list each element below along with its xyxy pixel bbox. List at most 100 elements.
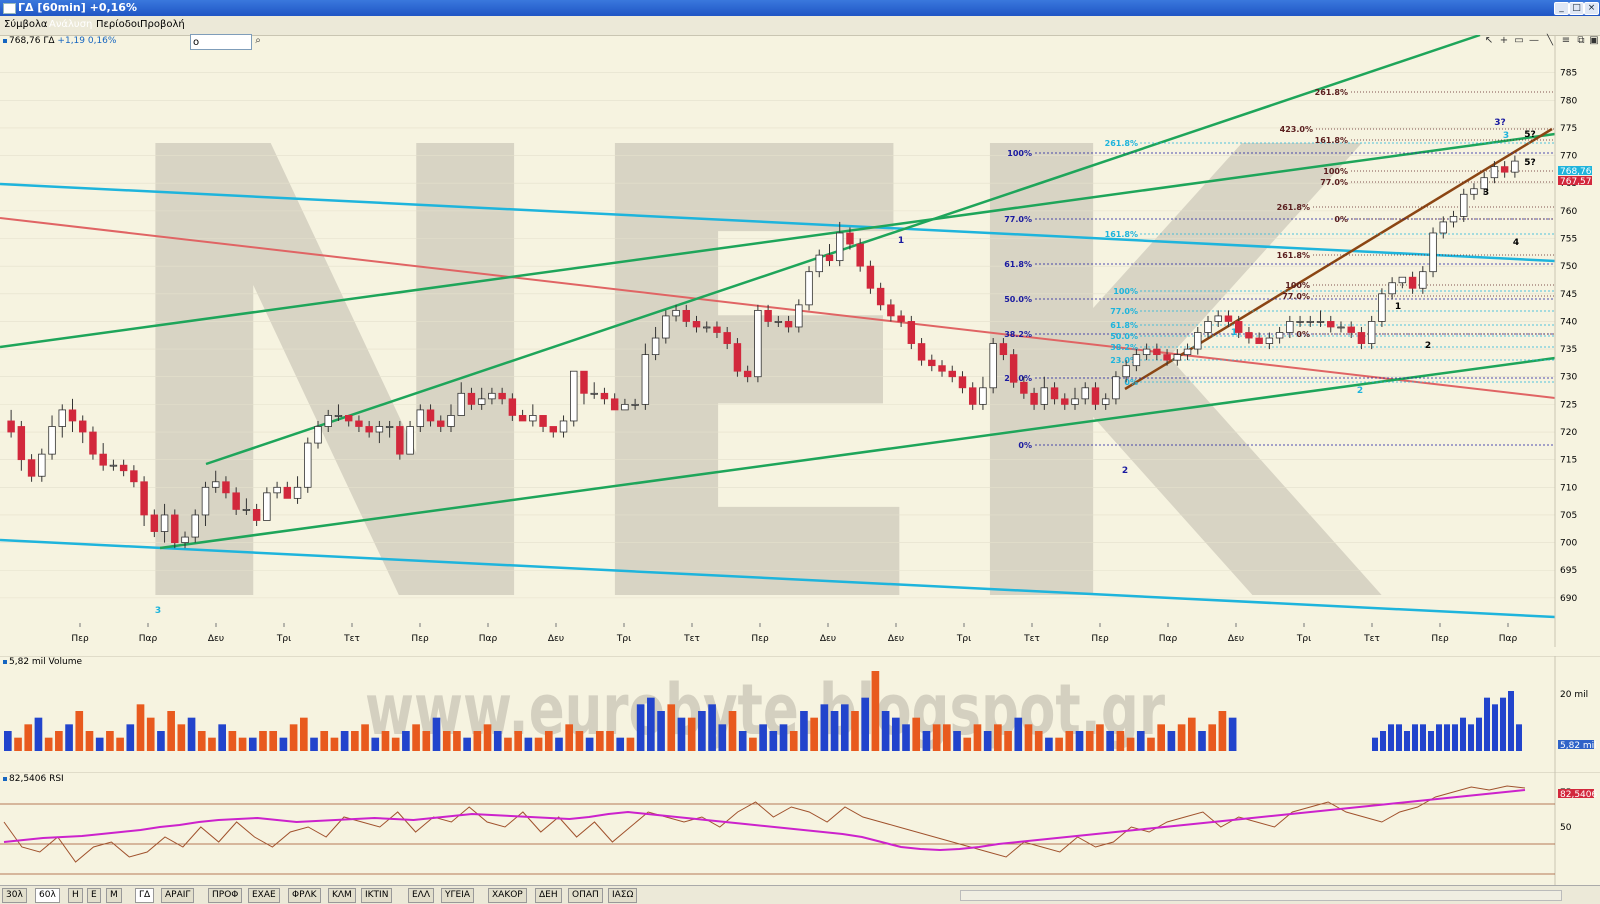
candle-body: [692, 321, 701, 328]
candle-body: [160, 514, 169, 532]
y-tick-label: 740: [1560, 317, 1577, 327]
menu-view[interactable]: Προβολή: [140, 19, 185, 30]
menu-analysis[interactable]: Ανάλυση: [49, 19, 93, 30]
candle-body: [1255, 337, 1263, 344]
x-tick-label: Περ: [411, 634, 429, 644]
candle-body: [150, 514, 159, 532]
y-tick-label: 785: [1560, 69, 1577, 79]
candle-body: [1419, 271, 1427, 289]
tab-symbol-11[interactable]: ΙΚΤΙΝ: [361, 888, 393, 903]
tab-period-2[interactable]: Η: [68, 888, 83, 903]
crosshair-icon[interactable]: +: [1499, 35, 1509, 46]
volume-bar: [126, 724, 135, 751]
menu-symbols[interactable]: Σύμβολα: [4, 19, 48, 30]
volume-bar: [1034, 731, 1043, 751]
rsi-panel-label: 82,5406 RSI: [3, 774, 64, 784]
volume-bar: [259, 731, 267, 751]
volume-bar: [1096, 724, 1104, 751]
candle-body: [1183, 348, 1192, 356]
candle-body: [109, 464, 118, 467]
candle-body: [1357, 332, 1366, 344]
tab-period-3[interactable]: Ε: [87, 888, 101, 903]
maximize-icon[interactable]: □: [1569, 2, 1584, 15]
volume-bar: [983, 731, 992, 751]
volume-bar: [1075, 731, 1084, 751]
candle-body: [1316, 321, 1325, 323]
tab-symbol-15[interactable]: ΔΕΗ: [535, 888, 562, 903]
copy-icon[interactable]: ⧉: [1577, 35, 1585, 46]
pointer-icon[interactable]: ↖: [1484, 35, 1494, 46]
candle-body: [498, 392, 506, 400]
volume-bar: [1460, 717, 1466, 751]
candle-body: [1132, 354, 1141, 367]
volume-bar: [1126, 737, 1135, 751]
x-tick-label: Τετ: [343, 634, 360, 644]
tab-symbol-7[interactable]: ΠΡΟΦ: [208, 888, 243, 903]
tab-symbol-13[interactable]: ΥΓΕΙΑ: [441, 888, 475, 903]
tab-symbol-12[interactable]: ΕΛΛ: [408, 888, 434, 903]
tab-period-4[interactable]: Μ: [106, 888, 122, 903]
menu-periods[interactable]: Περίοδοι: [96, 19, 141, 30]
tab-symbol-17[interactable]: ΙΑΣΩ: [608, 888, 638, 903]
volume-panel-label: 5,82 mil Volume: [3, 657, 82, 667]
minimize-icon[interactable]: _: [1554, 2, 1569, 15]
tab-period-1[interactable]: 60λ: [35, 888, 60, 903]
candle-body: [928, 359, 936, 367]
symbol-input[interactable]: [190, 34, 252, 50]
save-icon[interactable]: ▣: [1589, 35, 1599, 46]
candle-body: [1009, 354, 1018, 383]
window-title: ΓΔ [60min] +0,16%: [18, 1, 137, 14]
rsi-chart[interactable]: 75 50 82,5406: [0, 772, 1600, 885]
candle-body: [743, 370, 752, 378]
candle-body: [805, 271, 813, 306]
volume-bar: [1428, 731, 1434, 751]
volume-bar: [891, 717, 900, 751]
price-label-symbol: ΓΔ: [43, 36, 55, 46]
wave-label: 3?: [1494, 118, 1505, 128]
candle-body: [600, 392, 609, 400]
tab-symbol-9[interactable]: ΦΡΛΚ: [288, 888, 321, 903]
rectangle-icon[interactable]: ▭: [1514, 35, 1524, 46]
volume-bar: [1136, 731, 1145, 751]
volume-chart[interactable]: www.eurobyte.blogspot.gr 20 mil 5,82 mil: [0, 656, 1600, 772]
fib-label: 100%: [1007, 149, 1032, 158]
candle-body: [764, 309, 772, 322]
rsi-last-box: [1558, 789, 1594, 798]
volume-bar: [361, 724, 369, 751]
tab-symbol-16[interactable]: ΟΠΑΠ: [568, 888, 603, 903]
close-icon[interactable]: ×: [1584, 2, 1599, 15]
candle-body: [1081, 387, 1089, 400]
tab-symbol-6[interactable]: ΑΡΑΙΓ: [161, 888, 195, 903]
price-label-change: +1,19 0,16%: [57, 36, 117, 46]
wave-label: 3: [1503, 131, 1509, 141]
y-tick-label: 775: [1560, 124, 1577, 134]
candle-body: [48, 426, 56, 455]
horizontal-scrollbar[interactable]: [960, 890, 1562, 901]
volume-bar: [34, 717, 43, 751]
line-tool-icon[interactable]: —: [1529, 35, 1539, 46]
wave-label: 5?: [1524, 130, 1535, 140]
x-tick-label: Παρ: [1499, 634, 1518, 644]
fib-tool-icon[interactable]: ≡: [1561, 35, 1571, 46]
candle-body: [263, 492, 271, 521]
wave-label: 2: [1357, 386, 1363, 396]
x-tick-label: Τρι: [276, 634, 291, 644]
volume-bar: [1228, 717, 1237, 751]
volume-bar: [453, 731, 461, 751]
price-chart[interactable]: NEK 100%77.0%61.8%50.0%38.2%23.0%0%261.8…: [0, 35, 1600, 647]
candle-body: [672, 309, 680, 317]
rsi-slow-line: [3, 789, 1526, 852]
volume-bar: [330, 737, 339, 751]
tab-symbol-10[interactable]: ΚΛΜ: [328, 888, 356, 903]
tab-symbol-14[interactable]: ΧΑΚΟΡ: [488, 888, 527, 903]
volume-bar: [851, 711, 859, 751]
tab-symbol-8[interactable]: ΕΧΑΕ: [248, 888, 280, 903]
volume-bar: [412, 724, 420, 751]
trendline-icon[interactable]: ╲: [1546, 35, 1554, 46]
prev-price-label: 767,57: [1560, 177, 1592, 187]
tab-symbol-5[interactable]: ΓΔ: [135, 888, 155, 903]
search-icon[interactable]: ⌕: [255, 35, 261, 46]
volume-bar: [616, 737, 625, 751]
tab-period-0[interactable]: 30λ: [2, 888, 27, 903]
candle-body: [1071, 398, 1079, 405]
